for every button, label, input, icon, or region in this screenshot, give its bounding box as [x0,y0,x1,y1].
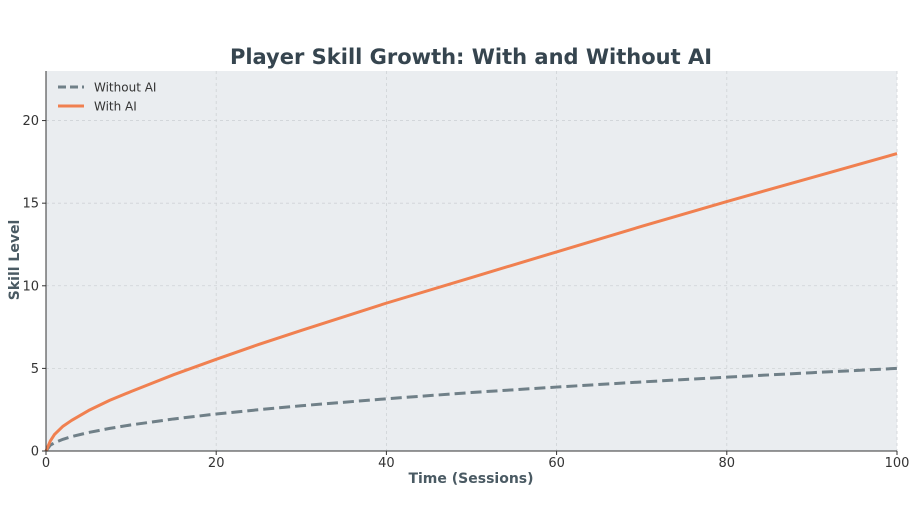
grid [46,71,898,451]
series-line-without-ai [44,366,898,452]
legend-label: Without AI [94,81,156,95]
legend-label: With AI [94,100,137,114]
x-tick-label: 40 [378,456,395,471]
plot-area [46,71,897,451]
x-tick-label: 100 [885,456,910,471]
y-tick-label: 5 [31,362,39,377]
axes [45,71,897,452]
y-tick-label: 20 [22,114,39,129]
legend: Without AI With AI [58,81,156,114]
x-tick-label: 60 [548,456,565,471]
x-tick-label: 20 [208,456,225,471]
ticks: 0 20 40 60 80 100 0 5 10 15 20 [22,114,909,471]
y-tick-label: 0 [31,445,39,460]
y-tick-label: 10 [22,279,39,294]
x-tick-label: 80 [719,456,736,471]
chart-title: Player Skill Growth: With and Without AI [230,45,712,69]
x-tick-label: 0 [42,456,50,471]
y-tick-label: 15 [22,197,39,212]
series-group [44,152,898,452]
y-axis-label: Skill Level [7,220,23,301]
series-line-with-ai [44,152,898,452]
x-axis-label: Time (Sessions) [408,471,533,487]
